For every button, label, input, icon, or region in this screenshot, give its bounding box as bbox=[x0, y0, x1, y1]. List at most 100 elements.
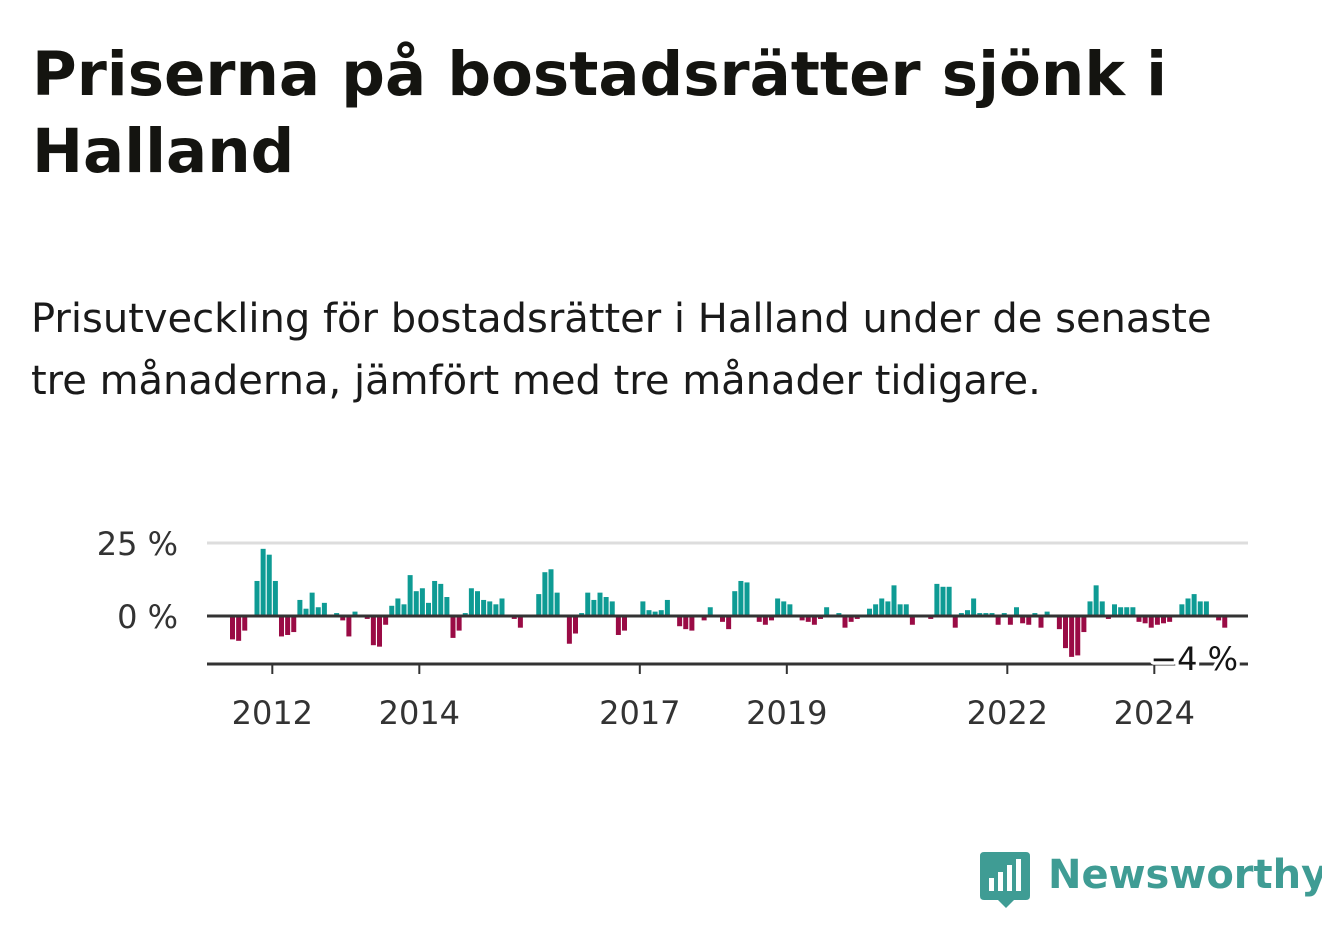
bar bbox=[677, 616, 683, 627]
bar bbox=[383, 616, 389, 625]
bar bbox=[965, 610, 970, 616]
bar bbox=[640, 601, 646, 616]
bar bbox=[230, 616, 235, 640]
bar bbox=[622, 616, 627, 631]
bar bbox=[824, 607, 830, 616]
bar bbox=[952, 616, 958, 628]
bar bbox=[1044, 611, 1050, 616]
bar bbox=[867, 608, 872, 616]
bar bbox=[260, 548, 266, 616]
bar bbox=[297, 599, 303, 616]
bar bbox=[756, 616, 762, 622]
bar bbox=[1069, 616, 1075, 657]
bar bbox=[303, 608, 309, 616]
bar bbox=[720, 616, 725, 622]
bar bbox=[732, 591, 738, 616]
bar bbox=[1203, 601, 1209, 616]
bar bbox=[1148, 616, 1154, 628]
bar bbox=[591, 599, 597, 616]
x-tick-label: 2012 bbox=[232, 694, 313, 732]
x-tick-label: 2014 bbox=[379, 694, 460, 732]
bar bbox=[475, 591, 480, 616]
bar bbox=[1167, 616, 1173, 622]
bar bbox=[1185, 598, 1191, 616]
bar bbox=[652, 611, 658, 616]
chart-title: Priserna på bostadsrätter sjönk i Hallan… bbox=[32, 39, 1168, 187]
bar bbox=[738, 580, 744, 616]
bar bbox=[909, 616, 915, 625]
bar bbox=[787, 604, 793, 616]
bar bbox=[377, 616, 382, 647]
chart-subtitle: Prisutveckling för bostadsrätter i Halla… bbox=[31, 296, 1212, 404]
last-value-label: −4 % bbox=[1150, 640, 1238, 678]
bar bbox=[1112, 604, 1117, 616]
y-tick-label: 0 % bbox=[117, 598, 178, 636]
bar bbox=[413, 591, 419, 616]
bar bbox=[554, 592, 560, 616]
bar bbox=[879, 598, 885, 616]
bar bbox=[744, 582, 750, 616]
x-tick-label: 2017 bbox=[599, 694, 680, 732]
bar bbox=[1124, 607, 1130, 616]
bar bbox=[848, 616, 854, 622]
bar bbox=[426, 602, 431, 616]
bar bbox=[781, 601, 787, 616]
bar bbox=[493, 604, 499, 616]
bar bbox=[242, 616, 248, 631]
bar bbox=[272, 580, 278, 616]
bar bbox=[346, 616, 352, 637]
bar bbox=[609, 601, 615, 616]
bar bbox=[940, 586, 946, 616]
bar bbox=[407, 575, 413, 616]
bar bbox=[1093, 585, 1099, 616]
x-tick-label: 2022 bbox=[967, 694, 1048, 732]
bar bbox=[701, 616, 707, 621]
bar bbox=[775, 598, 781, 616]
bar bbox=[352, 611, 358, 616]
bar bbox=[658, 610, 664, 616]
bar bbox=[1026, 616, 1032, 625]
bar bbox=[585, 592, 591, 616]
bar bbox=[1099, 601, 1105, 616]
bar bbox=[1056, 616, 1062, 630]
bar bbox=[1075, 616, 1081, 656]
bar bbox=[481, 599, 487, 616]
bar bbox=[321, 602, 327, 616]
bar bbox=[456, 616, 462, 631]
bar bbox=[946, 586, 952, 616]
axes bbox=[207, 614, 1248, 674]
bar bbox=[799, 616, 805, 621]
bar bbox=[395, 598, 401, 616]
bar bbox=[1130, 607, 1136, 616]
bar bbox=[1014, 607, 1019, 616]
bar bbox=[548, 569, 554, 616]
bar bbox=[1081, 616, 1087, 633]
bar bbox=[811, 616, 817, 625]
x-tick-label: 2019 bbox=[746, 694, 827, 732]
bar bbox=[615, 616, 621, 635]
bar bbox=[762, 616, 768, 625]
bar bbox=[401, 604, 407, 616]
bar bbox=[1216, 616, 1222, 621]
bar bbox=[707, 607, 713, 616]
bar bbox=[468, 588, 474, 616]
bar bbox=[254, 580, 260, 616]
bar bbox=[891, 585, 897, 616]
bar bbox=[1087, 601, 1093, 616]
bar bbox=[517, 616, 523, 628]
bar bbox=[664, 599, 670, 616]
bar bbox=[1038, 616, 1044, 628]
bar bbox=[499, 598, 505, 616]
bar bbox=[1136, 616, 1142, 622]
bar bbox=[903, 604, 909, 616]
bars bbox=[230, 548, 1228, 657]
bar bbox=[1179, 604, 1185, 616]
bar bbox=[370, 616, 376, 646]
bar bbox=[438, 583, 444, 616]
bar bbox=[340, 616, 346, 621]
x-tick-label: 2024 bbox=[1114, 694, 1195, 732]
bar bbox=[236, 616, 242, 641]
bar bbox=[487, 601, 493, 616]
bar bbox=[597, 592, 603, 616]
bar bbox=[419, 588, 425, 616]
